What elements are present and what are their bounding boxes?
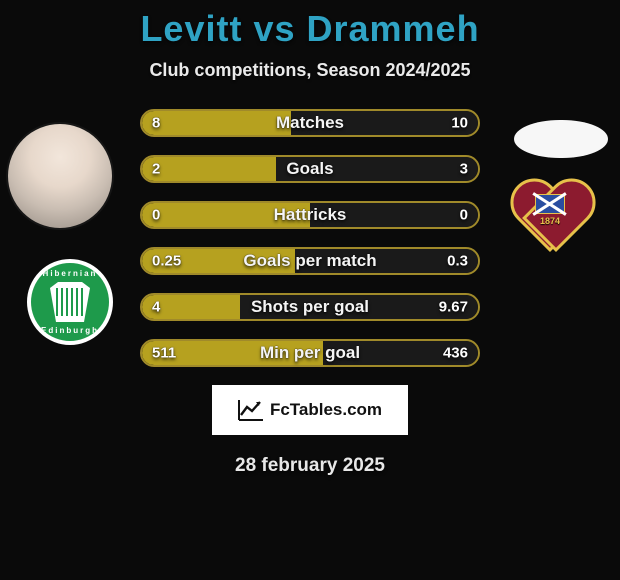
brand-chart-icon bbox=[238, 399, 264, 421]
footer-date: 28 february 2025 bbox=[0, 455, 620, 477]
club-right-center: 1874 bbox=[532, 192, 568, 228]
stat-bar-left-fill bbox=[142, 111, 291, 135]
stat-bar bbox=[140, 155, 480, 183]
stat-bar-right-fill bbox=[310, 203, 478, 227]
stat-bar-right-fill bbox=[276, 157, 478, 181]
subtitle: Club competitions, Season 2024/2025 bbox=[0, 60, 620, 81]
stat-bar-left-fill bbox=[142, 249, 295, 273]
stat-bar-left-fill bbox=[142, 341, 323, 365]
stat-bar-left-fill bbox=[142, 157, 276, 181]
stat-row: Min per goal511436 bbox=[140, 339, 480, 367]
stat-bar-right-fill bbox=[295, 249, 478, 273]
stat-bar-right-fill bbox=[291, 111, 478, 135]
stat-bar bbox=[140, 201, 480, 229]
comparison-card: Levitt vs Drammeh Club competitions, Sea… bbox=[0, 0, 620, 580]
club-right-year: 1874 bbox=[540, 216, 560, 226]
stat-bar bbox=[140, 339, 480, 367]
stat-bar bbox=[140, 247, 480, 275]
saltire-icon bbox=[535, 194, 565, 214]
stat-row: Goals per match0.250.3 bbox=[140, 247, 480, 275]
stat-row: Shots per goal49.67 bbox=[140, 293, 480, 321]
brand-text: FcTables.com bbox=[270, 400, 382, 420]
stat-row: Goals23 bbox=[140, 155, 480, 183]
stat-bar bbox=[140, 293, 480, 321]
stat-row: Hattricks00 bbox=[140, 201, 480, 229]
stats-area: Matches810 Goals23 Hattricks00 Goals per ma… bbox=[0, 109, 620, 367]
stat-bar bbox=[140, 109, 480, 137]
stat-row: Matches810 bbox=[140, 109, 480, 137]
stat-bar-left-fill bbox=[142, 203, 310, 227]
stat-bar-right-fill bbox=[240, 295, 478, 319]
stat-bar-right-fill bbox=[323, 341, 478, 365]
brand-box[interactable]: FcTables.com bbox=[212, 385, 408, 435]
page-title: Levitt vs Drammeh bbox=[0, 8, 620, 50]
stat-bar-left-fill bbox=[142, 295, 240, 319]
